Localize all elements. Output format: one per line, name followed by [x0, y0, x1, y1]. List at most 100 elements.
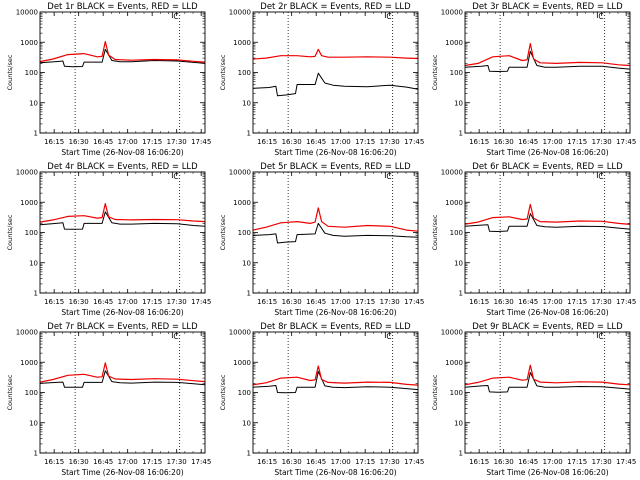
events-series-line [39, 48, 206, 68]
y-tick-label: 100 [25, 389, 38, 397]
y-axis-label: Counts/sec [6, 54, 14, 90]
x-tick-label: 17:30 [592, 298, 612, 306]
marker-label: C [173, 332, 178, 341]
y-tick-label: 10000 [16, 169, 38, 177]
y-tick-label: 10 [454, 259, 463, 267]
x-axis-label: Start Time (26-Nov-08 16:06:20) [274, 148, 396, 157]
x-tick-label: 16:45 [518, 138, 538, 146]
y-tick-label: 10 [242, 259, 251, 267]
y-tick-label: 100 [25, 69, 38, 77]
y-tick-label: 1000 [20, 39, 38, 47]
x-tick-label: 17:45 [191, 458, 211, 466]
events-series-line [39, 211, 206, 230]
y-tick-label: 100 [238, 229, 251, 237]
x-tick-label: 17:15 [142, 138, 162, 146]
y-tick-label: 1 [34, 450, 38, 458]
x-axis-label: Start Time (26-Nov-08 16:06:20) [61, 308, 183, 317]
y-tick-label: 10 [242, 99, 251, 107]
detector-panel-8: Det 8r BLACK = Events, RED = LLD Counts/s… [219, 322, 424, 477]
panel-title: Det 7r BLACK = Events, RED = LLD [47, 322, 198, 332]
x-tick-label: 16:45 [306, 138, 326, 146]
x-tick-label: 16:45 [93, 298, 113, 306]
x-axis-label: Start Time (26-Nov-08 16:06:20) [486, 468, 608, 477]
x-tick-label: 17:45 [404, 458, 424, 466]
y-tick-label: 10 [242, 419, 251, 427]
marker-label: C [598, 12, 603, 21]
x-tick-label: 17:15 [567, 458, 587, 466]
panel-title: Det 1r BLACK = Events, RED = LLD [47, 2, 198, 12]
x-tick-label: 16:15 [469, 458, 489, 466]
marker-label: C [386, 332, 391, 341]
plot-frame [252, 331, 419, 454]
events-series-line [464, 372, 631, 393]
plot-frame [39, 171, 206, 294]
x-tick-label: 17:15 [142, 458, 162, 466]
panel-title: Det 4r BLACK = Events, RED = LLD [47, 162, 198, 172]
x-tick-label: 17:15 [567, 298, 587, 306]
y-tick-label: 1 [247, 450, 251, 458]
x-tick-label: 16:45 [93, 458, 113, 466]
plot-frame [464, 11, 631, 134]
x-tick-label: 17:00 [331, 458, 351, 466]
y-tick-label: 10000 [229, 329, 251, 337]
x-tick-label: 17:45 [404, 298, 424, 306]
y-tick-label: 1 [459, 290, 463, 298]
detector-panel-1: Det 1r BLACK = Events, RED = LLD Counts/s… [6, 2, 211, 157]
y-tick-label: 1000 [233, 39, 251, 47]
y-tick-label: 100 [450, 69, 463, 77]
y-tick-label: 10 [29, 259, 38, 267]
plot-frame [464, 331, 631, 454]
panel-title: Det 3r BLACK = Events, RED = LLD [472, 2, 623, 12]
plot-frame [39, 331, 206, 454]
y-tick-label: 1000 [445, 359, 463, 367]
x-tick-label: 17:00 [118, 298, 138, 306]
x-tick-label: 16:15 [257, 298, 277, 306]
x-tick-label: 17:30 [167, 138, 187, 146]
plot-frame [464, 171, 631, 294]
panel-title: Det 8r BLACK = Events, RED = LLD [260, 322, 411, 332]
x-tick-label: 17:00 [543, 458, 563, 466]
x-tick-label: 17:15 [355, 298, 375, 306]
x-tick-label: 17:45 [191, 298, 211, 306]
events-series-line [252, 222, 419, 244]
detector-panel-9: Det 9r BLACK = Events, RED = LLD Counts/s… [431, 322, 636, 477]
x-axis-label: Start Time (26-Nov-08 16:06:20) [274, 468, 396, 477]
x-axis-label: Start Time (26-Nov-08 16:06:20) [61, 148, 183, 157]
y-axis-label: Counts/sec [219, 214, 227, 250]
lld-series-line [252, 365, 419, 386]
detector-panel-7: Det 7r BLACK = Events, RED = LLD Counts/s… [6, 322, 211, 477]
events-series-line [39, 370, 206, 388]
y-axis-label: Counts/sec [6, 214, 14, 250]
y-tick-label: 10 [29, 419, 38, 427]
panel-title: Det 9r BLACK = Events, RED = LLD [472, 322, 623, 332]
x-tick-label: 16:30 [282, 458, 302, 466]
events-series-line [252, 72, 419, 97]
lld-series-line [464, 364, 631, 386]
x-tick-label: 17:45 [404, 138, 424, 146]
marker-label: C [173, 172, 178, 181]
x-tick-label: 16:15 [257, 458, 277, 466]
x-tick-label: 16:15 [44, 138, 64, 146]
y-axis-label: Counts/sec [431, 214, 439, 250]
y-tick-label: 10000 [229, 169, 251, 177]
x-axis-label: Start Time (26-Nov-08 16:06:20) [274, 308, 396, 317]
lld-series-line [464, 42, 631, 67]
y-tick-label: 10000 [16, 329, 38, 337]
x-tick-label: 17:15 [355, 458, 375, 466]
detector-panel-6: Det 6r BLACK = Events, RED = LLD Counts/s… [431, 162, 636, 317]
y-tick-label: 1000 [233, 359, 251, 367]
x-tick-label: 17:00 [331, 138, 351, 146]
lld-series-line [252, 48, 419, 60]
x-tick-label: 16:15 [44, 298, 64, 306]
y-tick-label: 1000 [20, 359, 38, 367]
y-tick-label: 1 [247, 130, 251, 138]
y-tick-label: 1000 [233, 199, 251, 207]
x-tick-label: 17:00 [118, 458, 138, 466]
y-tick-label: 100 [450, 229, 463, 237]
x-tick-label: 16:45 [518, 298, 538, 306]
x-tick-label: 17:00 [543, 298, 563, 306]
x-tick-label: 17:30 [167, 458, 187, 466]
x-tick-label: 17:30 [167, 298, 187, 306]
